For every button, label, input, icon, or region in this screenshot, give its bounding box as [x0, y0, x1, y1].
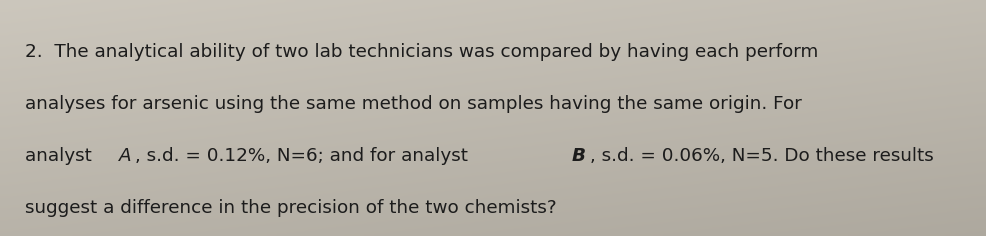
Text: B: B	[572, 147, 586, 165]
Text: analyst: analyst	[25, 147, 98, 165]
Text: suggest a difference in the precision of the two chemists?: suggest a difference in the precision of…	[25, 199, 556, 217]
Text: , s.d. = 0.06%, N=5. Do these results: , s.d. = 0.06%, N=5. Do these results	[590, 147, 933, 165]
Text: , s.d. = 0.12%, N=6; and for analyst: , s.d. = 0.12%, N=6; and for analyst	[135, 147, 473, 165]
Text: analyses for arsenic using the same method on samples having the same origin. Fo: analyses for arsenic using the same meth…	[25, 95, 801, 113]
Text: 2.  The analytical ability of two lab technicians was compared by having each pe: 2. The analytical ability of two lab tec…	[25, 43, 817, 61]
Text: A: A	[118, 147, 131, 165]
